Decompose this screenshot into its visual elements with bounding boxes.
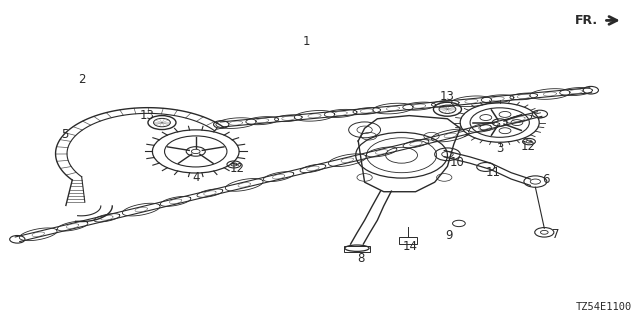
Text: 7: 7 [552,228,559,241]
Text: 11: 11 [486,165,501,179]
Text: 4: 4 [192,171,200,184]
Text: 1: 1 [302,35,310,48]
Text: 14: 14 [403,240,418,253]
Text: TZ54E1100: TZ54E1100 [576,302,632,312]
Text: 8: 8 [358,252,365,266]
Text: 12: 12 [230,162,244,175]
Text: 2: 2 [79,73,86,86]
Text: 9: 9 [445,229,452,242]
Text: 3: 3 [496,142,504,156]
Text: 10: 10 [449,156,465,169]
Text: 13: 13 [140,109,154,122]
Text: 13: 13 [440,90,455,103]
Text: 6: 6 [543,172,550,186]
Text: FR.: FR. [575,14,598,27]
Text: 5: 5 [61,128,68,141]
Text: 12: 12 [521,140,536,153]
